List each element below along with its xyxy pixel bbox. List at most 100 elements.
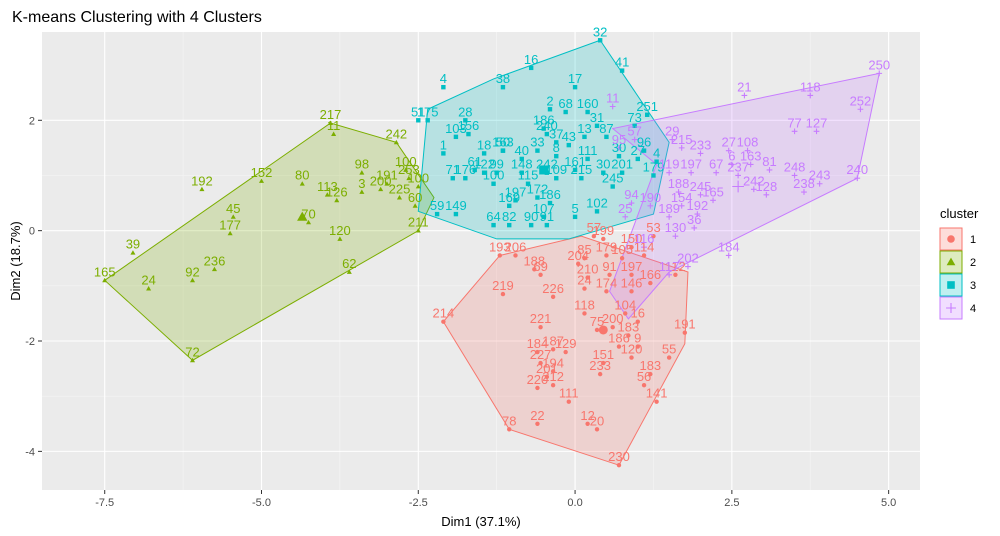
data-point-cluster-3 [563,109,568,115]
data-point-cluster-3 [572,84,578,90]
data-point-cluster-1 [604,253,609,258]
point-label: 9 [634,331,641,346]
data-point-cluster-4 [801,189,807,195]
point-label: 163 [492,135,514,150]
data-point-cluster-4 [807,92,814,99]
data-point-cluster-3 [491,181,496,186]
data-point-cluster-3 [491,222,496,228]
data-point-cluster-3 [466,131,471,137]
data-point-cluster-1 [535,349,540,355]
data-point-cluster-2 [334,197,340,203]
point-label: 236 [204,253,226,268]
data-point-cluster-4 [791,172,798,179]
point-label: 96 [637,135,651,150]
point-label: 105 [611,242,633,257]
point-label: 29 [665,124,679,139]
data-point-cluster-4 [672,233,679,240]
data-points [102,38,883,468]
point-label: 25 [618,201,632,216]
legend-label-1: 1 [970,234,976,246]
data-point-cluster-1 [582,256,587,261]
point-label: 152 [251,165,273,180]
point-label: 99 [489,157,503,172]
cluster-center-3 [539,165,549,175]
cluster-center-2 [297,211,308,221]
data-point-cluster-1 [648,371,653,377]
point-label: 40 [515,143,529,158]
point-label: 50 [496,135,510,150]
grid-minor [42,32,920,490]
point-label: 60 [408,190,422,205]
data-point-cluster-2 [230,214,236,219]
point-label: 197 [621,259,643,274]
data-point-cluster-3 [635,156,640,162]
data-point-cluster-3 [500,84,506,90]
data-point-cluster-4 [741,92,748,99]
data-point-cluster-4 [854,175,861,182]
point-label: 141 [646,386,668,401]
data-point-cluster-3 [597,38,603,43]
grid-major [42,32,920,490]
data-point-cluster-1 [550,382,556,388]
data-point-cluster-3 [434,211,440,217]
data-point-cluster-3 [481,151,487,156]
point-label: 38 [496,71,510,86]
x-tick-label: -2.5 [409,497,428,509]
y-tick-label: 0 [29,226,35,238]
point-label: 64 [486,209,500,224]
point-label: 16 [631,306,645,321]
point-label: 12 [580,408,594,423]
legend-symbol-3 [947,281,955,289]
point-label: 160 [577,96,599,111]
point-label: 33 [530,135,544,150]
point-label: 18 [477,137,491,152]
data-point-cluster-4 [791,128,798,135]
data-point-cluster-2 [337,236,343,241]
data-point-cluster-4 [666,271,673,278]
point-label: 114 [634,239,655,254]
data-point-cluster-1 [550,347,556,352]
point-label: 75 [590,314,604,329]
legend-symbol-2 [946,257,956,266]
data-point-cluster-3 [544,131,550,137]
data-point-cluster-4 [641,244,647,251]
data-point-cluster-4 [694,211,701,217]
point-label: 148 [511,157,533,172]
point-label: 201 [611,157,633,172]
point-label: 252 [850,93,872,108]
data-point-cluster-2 [227,230,233,236]
legend-symbol-4 [946,303,956,313]
data-point-cluster-3 [528,222,534,228]
data-point-cluster-1 [601,236,606,242]
point-label: 150 [621,231,643,246]
point-label: 13 [577,121,591,136]
point-label: 119 [659,157,680,172]
point-label: 177 [219,217,241,232]
point-label: 161 [564,154,586,169]
point-label: 186 [533,113,555,128]
point-label: 242 [743,173,765,188]
data-point-cluster-1 [582,311,587,316]
point-label: 111 [578,143,598,158]
data-point-cluster-1 [538,272,543,277]
point-label: 186 [608,331,630,346]
point-label: 165 [702,184,724,199]
data-point-cluster-2 [378,186,384,192]
data-point-cluster-2 [130,250,136,255]
point-label: 251 [636,99,658,114]
point-label: 146 [621,275,643,290]
point-label: 202 [677,251,699,266]
point-label: 201 [536,361,558,376]
data-point-cluster-1 [601,360,606,366]
data-point-cluster-1 [507,427,512,432]
data-point-cluster-4 [622,213,629,220]
data-point-cluster-1 [666,355,672,360]
data-point-cluster-1 [538,360,543,366]
data-point-cluster-1 [585,421,590,426]
data-point-cluster-1 [597,371,603,377]
data-point-cluster-3 [619,170,625,175]
data-point-cluster-1 [532,267,537,272]
point-label: 120 [621,342,643,357]
data-point-cluster-1 [535,385,540,391]
